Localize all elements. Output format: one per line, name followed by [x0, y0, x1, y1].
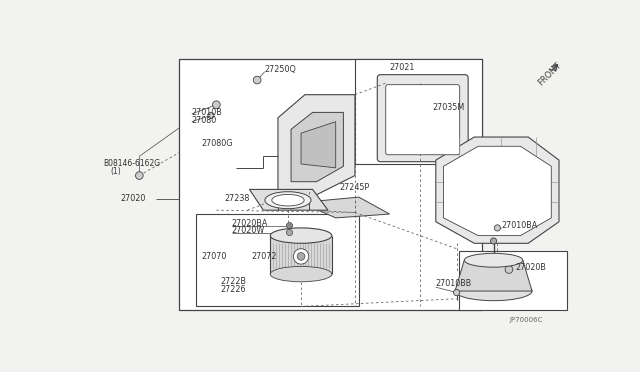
Text: 27010B: 27010B — [192, 108, 223, 117]
Text: 27072: 27072 — [251, 252, 276, 261]
Text: 27080: 27080 — [192, 116, 217, 125]
Circle shape — [212, 101, 220, 109]
Text: 27021: 27021 — [390, 63, 415, 72]
Circle shape — [287, 230, 292, 235]
Polygon shape — [455, 260, 532, 291]
Circle shape — [208, 112, 214, 119]
Circle shape — [454, 289, 460, 296]
Ellipse shape — [455, 281, 532, 301]
Text: FRONT: FRONT — [536, 61, 563, 87]
Circle shape — [136, 172, 143, 179]
Circle shape — [494, 225, 500, 231]
Text: 27226: 27226 — [220, 285, 246, 294]
Bar — [179, 58, 482, 310]
Circle shape — [287, 222, 292, 229]
Ellipse shape — [270, 266, 332, 282]
Bar — [459, 251, 566, 310]
Text: 27010BB: 27010BB — [436, 279, 472, 288]
Ellipse shape — [270, 228, 332, 243]
Text: 27010BA: 27010BA — [501, 221, 538, 230]
Ellipse shape — [272, 195, 304, 206]
Ellipse shape — [464, 253, 523, 267]
Text: (1): (1) — [111, 167, 122, 176]
Polygon shape — [436, 137, 559, 243]
Circle shape — [297, 253, 305, 260]
Circle shape — [253, 76, 261, 84]
Ellipse shape — [265, 192, 311, 209]
Text: 27080G: 27080G — [201, 139, 232, 148]
FancyBboxPatch shape — [378, 75, 468, 162]
Text: 27245P: 27245P — [340, 183, 370, 192]
FancyBboxPatch shape — [386, 85, 460, 155]
Polygon shape — [250, 189, 328, 210]
Text: 27035M: 27035M — [432, 103, 464, 112]
Text: 27238: 27238 — [224, 194, 250, 203]
Bar — [355, 58, 482, 164]
Polygon shape — [301, 122, 336, 168]
Polygon shape — [444, 146, 551, 235]
Circle shape — [490, 238, 497, 244]
Circle shape — [293, 249, 308, 264]
Text: 27020B: 27020B — [515, 263, 546, 272]
Polygon shape — [301, 197, 390, 218]
Text: 27020BA: 27020BA — [232, 219, 268, 228]
Text: 27020W: 27020W — [232, 227, 265, 235]
Polygon shape — [291, 112, 344, 182]
Text: 27250Q: 27250Q — [265, 65, 297, 74]
Bar — [196, 214, 359, 307]
Text: 27070: 27070 — [201, 252, 227, 261]
Circle shape — [505, 266, 513, 273]
Text: 2722B: 2722B — [220, 277, 246, 286]
Text: JP70006C: JP70006C — [509, 317, 542, 323]
Polygon shape — [278, 95, 355, 199]
Text: B08146-6162G: B08146-6162G — [103, 160, 160, 169]
Text: 27020: 27020 — [120, 194, 145, 203]
Bar — [270, 235, 332, 274]
